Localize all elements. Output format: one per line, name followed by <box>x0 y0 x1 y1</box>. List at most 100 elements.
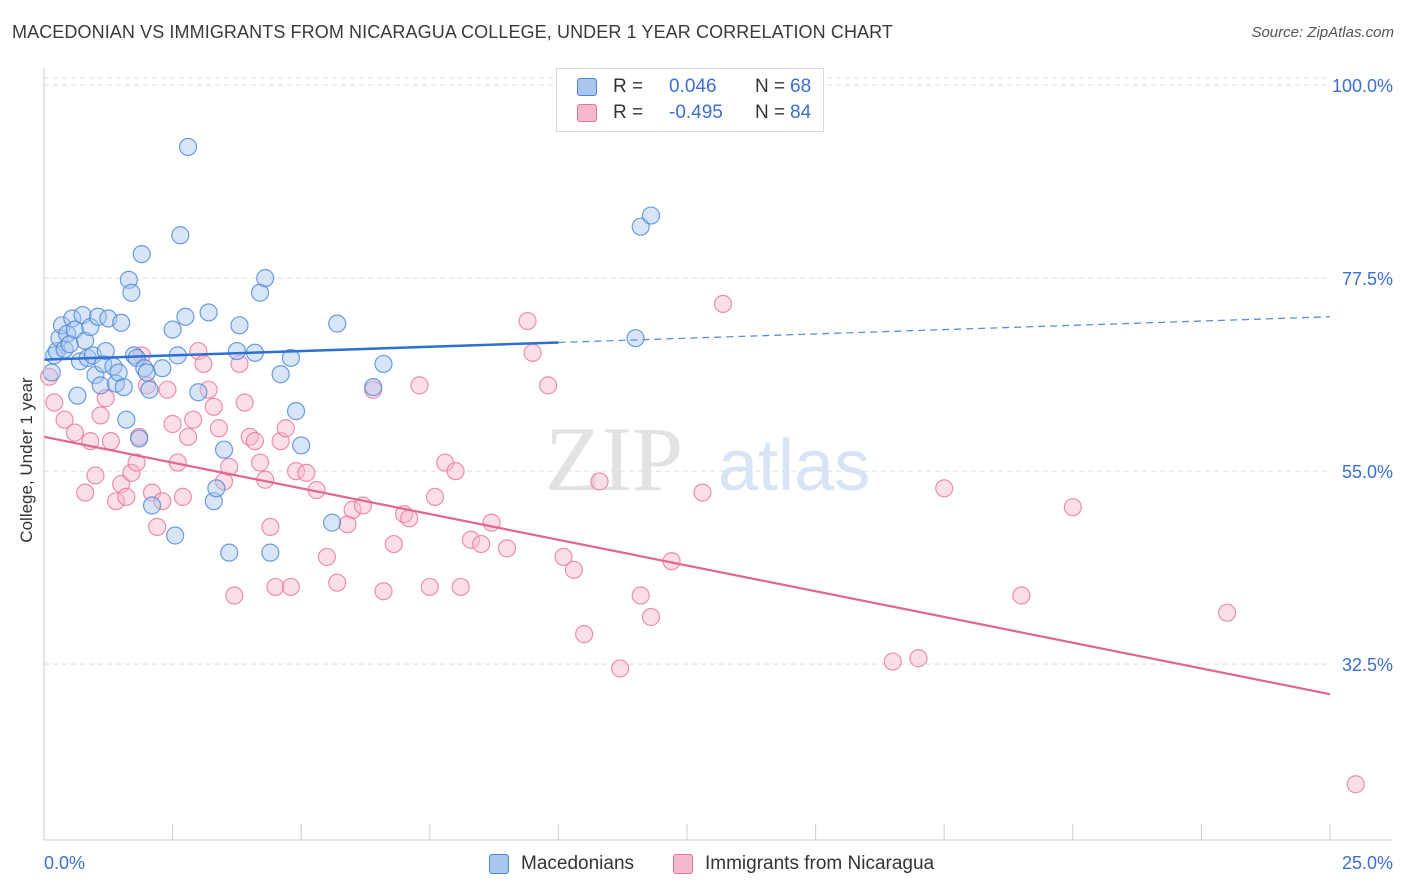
legend-r-label: R = <box>613 76 644 97</box>
x-axis-ticks <box>43 824 1331 840</box>
nicaragua-point <box>297 463 316 482</box>
macedonian-point <box>42 363 61 382</box>
macedonian-point <box>114 377 133 397</box>
nicaragua-point <box>220 457 239 476</box>
y-axis-label: College, Under 1 year <box>17 377 36 543</box>
nicaragua-point <box>184 410 203 429</box>
nicaragua-point <box>1218 603 1237 622</box>
nicaragua-point <box>693 483 712 502</box>
macedonian-point <box>140 380 159 399</box>
macedonian-point <box>65 320 84 339</box>
nicaragua-point <box>446 462 465 481</box>
nicaragua-point <box>564 560 583 579</box>
nicaragua-point <box>343 500 362 519</box>
macedonian-point <box>214 440 234 459</box>
macedonian-point <box>271 365 290 384</box>
nicaragua-point <box>86 466 105 485</box>
legend-n-value: 68 <box>790 76 812 97</box>
nicaragua-point <box>153 492 172 511</box>
x-tick-label: 25.0% <box>1342 853 1393 873</box>
macedonian-point <box>163 320 182 339</box>
nicaragua-point <box>106 492 126 511</box>
legend-r-label: R = <box>613 102 644 123</box>
macedonian-point <box>130 429 149 448</box>
macedonian-point <box>631 217 650 236</box>
macedonian-point <box>328 314 347 333</box>
data-points <box>40 137 1365 794</box>
y-tick-label: 100.0% <box>1332 76 1393 96</box>
nicaragua-point <box>117 487 136 506</box>
nicaragua-point <box>641 607 661 627</box>
nicaragua-point <box>883 652 902 671</box>
nicaragua-point <box>204 397 223 416</box>
y-tick-label: 32.5% <box>1342 655 1393 675</box>
nicaragua-trend-line <box>43 435 1331 696</box>
nicaragua-point <box>55 410 74 429</box>
y-tick-label: 77.5% <box>1342 269 1393 289</box>
macedonian-point <box>91 376 110 395</box>
macedonian-point <box>626 329 645 348</box>
legend-n-value: 84 <box>790 102 812 123</box>
bottom-legend-swatch-macedonians <box>489 854 509 874</box>
nicaragua-point <box>127 453 146 472</box>
macedonian-point <box>322 513 342 532</box>
nicaragua-point <box>472 534 491 554</box>
macedonian-point <box>230 316 249 335</box>
macedonian-point <box>256 269 275 288</box>
nicaragua-point <box>178 427 198 446</box>
legend-swatch-macedonians <box>577 78 597 96</box>
legend: R = 0.046 N = 68 R = -0.495 N = 84 <box>556 68 824 132</box>
bottom-legend-label: Immigrants from Nicaragua <box>705 853 935 874</box>
nicaragua-point <box>1063 498 1082 517</box>
macedonian-point <box>364 377 383 397</box>
nicaragua-point <box>909 649 928 668</box>
macedonian-point <box>199 303 218 322</box>
legend-swatch-nicaragua <box>577 104 597 122</box>
macedonian-point <box>171 226 190 245</box>
nicaragua-point <box>713 294 733 313</box>
watermark-zip: ZIP <box>545 408 683 510</box>
macedonian-point <box>220 543 239 562</box>
nicaragua-point <box>374 582 393 601</box>
nicaragua-point <box>101 432 120 451</box>
nicaragua-point <box>451 577 470 597</box>
watermark-atlas: atlas <box>718 426 870 506</box>
macedonian-point <box>142 496 162 515</box>
macedonian-point <box>178 137 198 157</box>
nicaragua-point <box>631 586 650 605</box>
nicaragua-point <box>199 380 218 399</box>
macedonian-point <box>189 383 208 402</box>
nicaragua-point <box>497 539 517 558</box>
nicaragua-point <box>245 432 265 451</box>
nicaragua-point <box>266 577 285 597</box>
macedonian-point <box>227 341 246 361</box>
nicaragua-point <box>1012 586 1031 605</box>
chart-title: MACEDONIAN VS IMMIGRANTS FROM NICARAGUA … <box>12 22 894 42</box>
nicaragua-point <box>235 393 254 412</box>
nicaragua-point <box>461 530 481 549</box>
nicaragua-point <box>250 453 270 472</box>
nicaragua-point <box>281 577 301 597</box>
macedonian-point <box>176 307 195 326</box>
macedonian-point <box>261 543 280 562</box>
nicaragua-point <box>261 517 280 537</box>
legend-n-label: N = <box>755 76 786 97</box>
macedonian-trend-extension <box>558 316 1331 344</box>
nicaragua-point <box>575 625 594 644</box>
macedonian-point <box>166 526 185 545</box>
trend-lines <box>43 316 1331 696</box>
nicaragua-point <box>611 659 630 678</box>
bottom-legend-label: Macedonians <box>521 853 635 874</box>
nicaragua-point <box>539 376 558 395</box>
nicaragua-point <box>91 406 110 425</box>
macedonian-point <box>112 313 131 332</box>
legend-r-value: -0.495 <box>669 102 723 123</box>
nicaragua-point <box>276 419 295 438</box>
nicaragua-point <box>45 393 64 412</box>
x-tick-label: 0.0% <box>44 853 85 873</box>
nicaragua-point <box>590 472 609 491</box>
nicaragua-point <box>425 487 445 506</box>
macedonian-point <box>207 479 226 498</box>
macedonian-point <box>281 348 301 368</box>
